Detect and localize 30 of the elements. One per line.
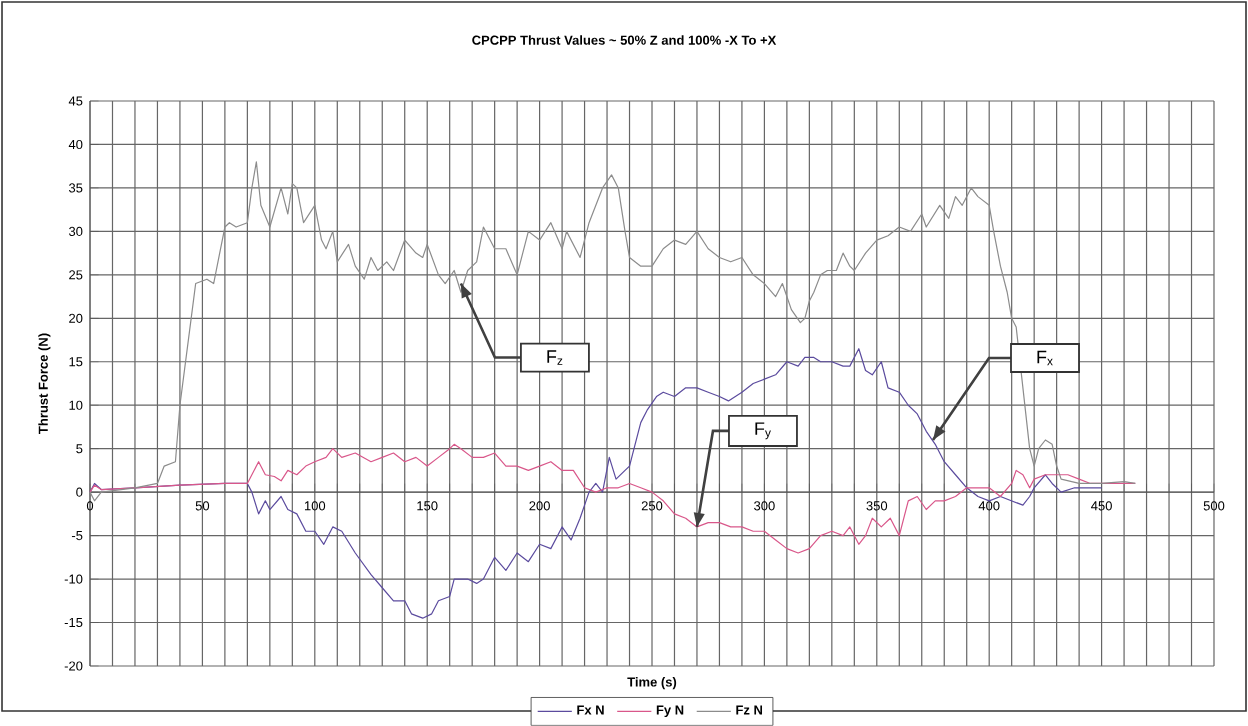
y-tick-label: -15	[64, 618, 83, 628]
annotation: F$_{z}$	[547, 350, 563, 365]
y-tick-label: 10	[69, 400, 83, 410]
x-tick-label: 350	[866, 501, 888, 511]
x-tick-label: 150	[417, 501, 438, 511]
annotation: F$_{y}$	[755, 422, 771, 440]
legend-label: Fy N	[656, 705, 684, 718]
x-tick-label: 250	[641, 501, 663, 511]
y-tick-label: 45	[68, 96, 83, 106]
y-tick-label: -10	[64, 574, 83, 584]
x-tick-label: 100	[304, 501, 326, 511]
y-tick-label: 0	[76, 487, 83, 497]
y-tick-label: 5	[76, 444, 83, 454]
y-tick-label: 40	[68, 139, 83, 150]
annotation: F$_{x}$	[1037, 350, 1053, 366]
y-tick-label: 30	[68, 226, 83, 237]
legend-label: Fz N	[736, 705, 763, 715]
x-tick-label: 500	[1203, 501, 1225, 511]
y-tick-label: 35	[68, 183, 83, 193]
y-tick-label: -20	[64, 661, 83, 671]
x-tick-label: 0	[86, 501, 94, 511]
chart-title: CPCPP Thrust Values ~ 50% Z and 100% -X To +X	[472, 35, 777, 45]
y-tick-label: 20	[69, 313, 83, 323]
x-tick-label: 400	[978, 501, 1000, 511]
x-axis-title: Time (s)	[627, 677, 677, 690]
y-axis-title: Thrust Force (N)	[38, 333, 51, 434]
y-tick-label: -5	[71, 531, 83, 541]
legend-label: Fx N	[577, 705, 604, 715]
y-tick-label: 25	[69, 270, 83, 280]
y-tick-label: 15	[69, 357, 83, 367]
